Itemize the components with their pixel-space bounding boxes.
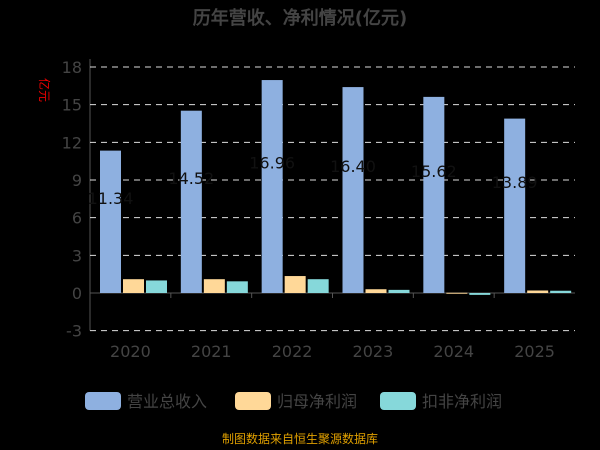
bar-deducted-profit — [226, 281, 248, 293]
y-tick-label: -3 — [66, 322, 82, 341]
bar-deducted-profit — [146, 280, 167, 293]
legend-label[interactable]: 营业总收入 — [127, 392, 207, 411]
x-tick-label: 2025 — [514, 342, 555, 361]
legend-swatch — [235, 392, 271, 410]
bar-value-label: 16.40 — [330, 157, 376, 176]
y-tick-label: 0 — [72, 284, 82, 303]
y-tick-label: 18 — [62, 58, 82, 77]
bar-revenue — [180, 110, 202, 294]
bar-revenue — [100, 150, 121, 293]
footer-source: 制图数据来自恒生聚源数据库 — [222, 431, 378, 446]
y-axis-label: 亿元 — [37, 78, 52, 102]
bar-revenue — [342, 87, 364, 293]
bar-net-profit — [123, 279, 144, 293]
x-tick-label: 2021 — [191, 342, 232, 361]
y-tick-label: 6 — [72, 209, 82, 228]
bar-net-profit — [203, 279, 225, 293]
bar-net-profit — [446, 292, 468, 294]
y-tick-label: 12 — [62, 133, 82, 152]
x-tick-label: 2023 — [353, 342, 394, 361]
bar-revenue — [261, 80, 283, 294]
bar-value-label: 11.34 — [88, 189, 134, 208]
bar-revenue — [504, 118, 526, 293]
bar-value-label: 15.62 — [411, 162, 457, 181]
bar-deducted-profit — [550, 290, 572, 293]
bar-value-label: 13.89 — [492, 173, 538, 192]
x-tick-label: 2024 — [433, 342, 474, 361]
y-tick-label: 15 — [62, 96, 82, 115]
x-tick-label: 2020 — [110, 342, 151, 361]
chart-title: 历年营收、净利情况(亿元) — [193, 7, 407, 29]
bar-deducted-profit — [307, 279, 329, 293]
bar-value-label: 14.52 — [168, 169, 214, 188]
bar-net-profit — [365, 289, 387, 293]
legend-label[interactable]: 扣非净利润 — [422, 392, 502, 411]
legend-label[interactable]: 归母净利润 — [277, 392, 357, 411]
y-tick-label: 3 — [72, 246, 82, 265]
bar-value-label: 16.96 — [249, 154, 295, 173]
bar-net-profit — [284, 276, 306, 293]
bar-deducted-profit — [469, 293, 491, 295]
bar-net-profit — [527, 290, 549, 293]
y-tick-label: 9 — [72, 171, 82, 190]
x-tick-label: 2022 — [272, 342, 313, 361]
bar-deducted-profit — [388, 289, 410, 293]
legend-swatch — [380, 392, 416, 410]
legend-swatch — [85, 392, 121, 410]
bar-revenue — [423, 96, 445, 293]
